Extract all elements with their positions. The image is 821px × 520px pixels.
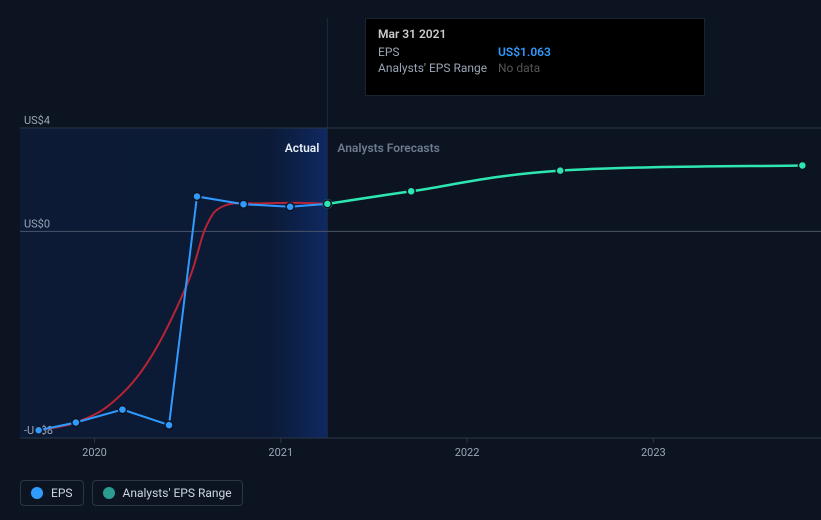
y-axis-label: US$0 [24,217,50,230]
series-eps-actual-point[interactable] [118,406,126,414]
series-eps-actual-point[interactable] [286,203,294,211]
x-axis-label: 2023 [641,446,666,459]
chart-tooltip: Mar 31 2021 EPSUS$1.063Analysts' EPS Ran… [365,18,705,96]
series-eps-forecast-point[interactable] [323,200,331,208]
tooltip-value: US$1.063 [498,45,551,59]
series-eps-actual-point[interactable] [165,421,173,429]
x-axis-label: 2021 [268,446,293,459]
region-label-forecast: Analysts Forecasts [337,141,439,155]
legend-label: Analysts' EPS Range [123,486,232,500]
legend-eps[interactable]: EPS [20,480,84,506]
tooltip-value: No data [498,61,540,75]
legend-swatch [31,487,43,499]
series-eps-forecast-point[interactable] [407,187,415,195]
series-eps-actual-point[interactable] [193,192,201,200]
series-eps-actual-point[interactable] [35,426,43,434]
x-axis-label: 2020 [82,446,107,459]
tooltip-row: EPSUS$1.063 [378,45,692,59]
series-eps-forecast-point[interactable] [798,161,806,169]
tooltip-row: Analysts' EPS RangeNo data [378,61,692,75]
legend-eps-range[interactable]: Analysts' EPS Range [92,480,243,506]
series-eps-forecast-point[interactable] [556,167,564,175]
tooltip-key: Analysts' EPS Range [378,61,498,75]
chart-legend: EPS Analysts' EPS Range [20,480,243,506]
y-axis-label: US$4 [24,114,50,127]
tooltip-date: Mar 31 2021 [378,27,692,41]
tooltip-key: EPS [378,45,498,59]
region-label-actual: Actual [285,141,320,155]
series-eps-actual-point[interactable] [72,419,80,427]
series-eps-actual-point[interactable] [240,200,248,208]
legend-swatch [103,487,115,499]
x-axis-label: 2022 [455,446,480,459]
legend-label: EPS [51,486,73,500]
